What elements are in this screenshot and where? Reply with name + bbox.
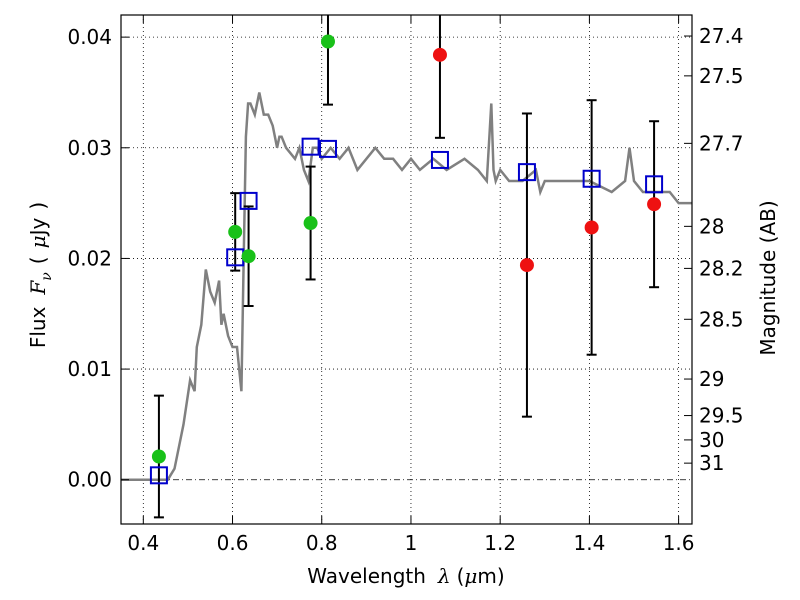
x-tick-label: 0.8 [306, 531, 338, 555]
red-point [647, 197, 662, 212]
green-point [241, 249, 256, 264]
y2-axis-label: Magnitude (AB) [756, 200, 780, 355]
red-detections [432, 47, 662, 273]
model-photometry-point [517, 163, 536, 182]
y2-tick-label: 28.2 [699, 256, 744, 280]
y-tick-label: 0.00 [67, 468, 112, 492]
model-photometry-point [645, 175, 664, 194]
green-point [228, 224, 243, 239]
y2-tick-label: 27.5 [699, 64, 744, 88]
y-tick-label: 0.04 [67, 25, 112, 49]
x-axis-label: Wavelength λ (μm) [307, 564, 504, 588]
grid [121, 15, 692, 524]
sed-model-curve [121, 92, 692, 481]
plot-frame [120, 14, 693, 525]
green-detections [151, 34, 335, 464]
x-tick-label: 1.2 [484, 531, 516, 555]
y2-tick-label: 27.4 [699, 24, 744, 48]
y-tick-label: 0.02 [67, 246, 112, 270]
y-tick-label: 0.01 [67, 357, 112, 381]
model-photometry-point [301, 137, 320, 156]
x-tick-label: 0.4 [127, 531, 159, 555]
model-photometry-points [149, 137, 664, 485]
red-point [584, 220, 599, 235]
x-tick-label: 0.6 [217, 531, 249, 555]
model-photometry-point [318, 139, 337, 158]
model-photometry-point [149, 466, 168, 485]
red-point [432, 47, 447, 62]
y2-tick-label: 29 [699, 367, 724, 391]
y2-tick-label: 27.7 [699, 131, 744, 155]
model-photometry-point [239, 191, 258, 210]
green-point [303, 216, 318, 231]
model-photometry-point [582, 169, 601, 188]
y2-tick-label: 30 [699, 428, 724, 452]
red-point [519, 258, 534, 273]
model-photometry-point [430, 150, 449, 169]
green-point [320, 34, 335, 49]
x-tick-label: 1.6 [663, 531, 695, 555]
y-tick-label: 0.03 [67, 136, 112, 160]
y2-tick-label: 28.5 [699, 307, 744, 331]
y-axis-label: FluxFν(μJy) [26, 202, 55, 348]
y2-tick-label: 29.5 [699, 404, 744, 428]
y2-tick-label: 31 [699, 451, 724, 475]
x-tick-label: 1.4 [573, 531, 605, 555]
axis-ticks: 0.4 0.6 0.8 1 1.2 1.4 1.6 0.00 0.01 0.02 0.03 0.04 2… [67, 15, 744, 555]
y2-tick-label: 28 [699, 214, 724, 238]
x-tick-label: 1 [405, 531, 418, 555]
green-point [151, 449, 166, 464]
